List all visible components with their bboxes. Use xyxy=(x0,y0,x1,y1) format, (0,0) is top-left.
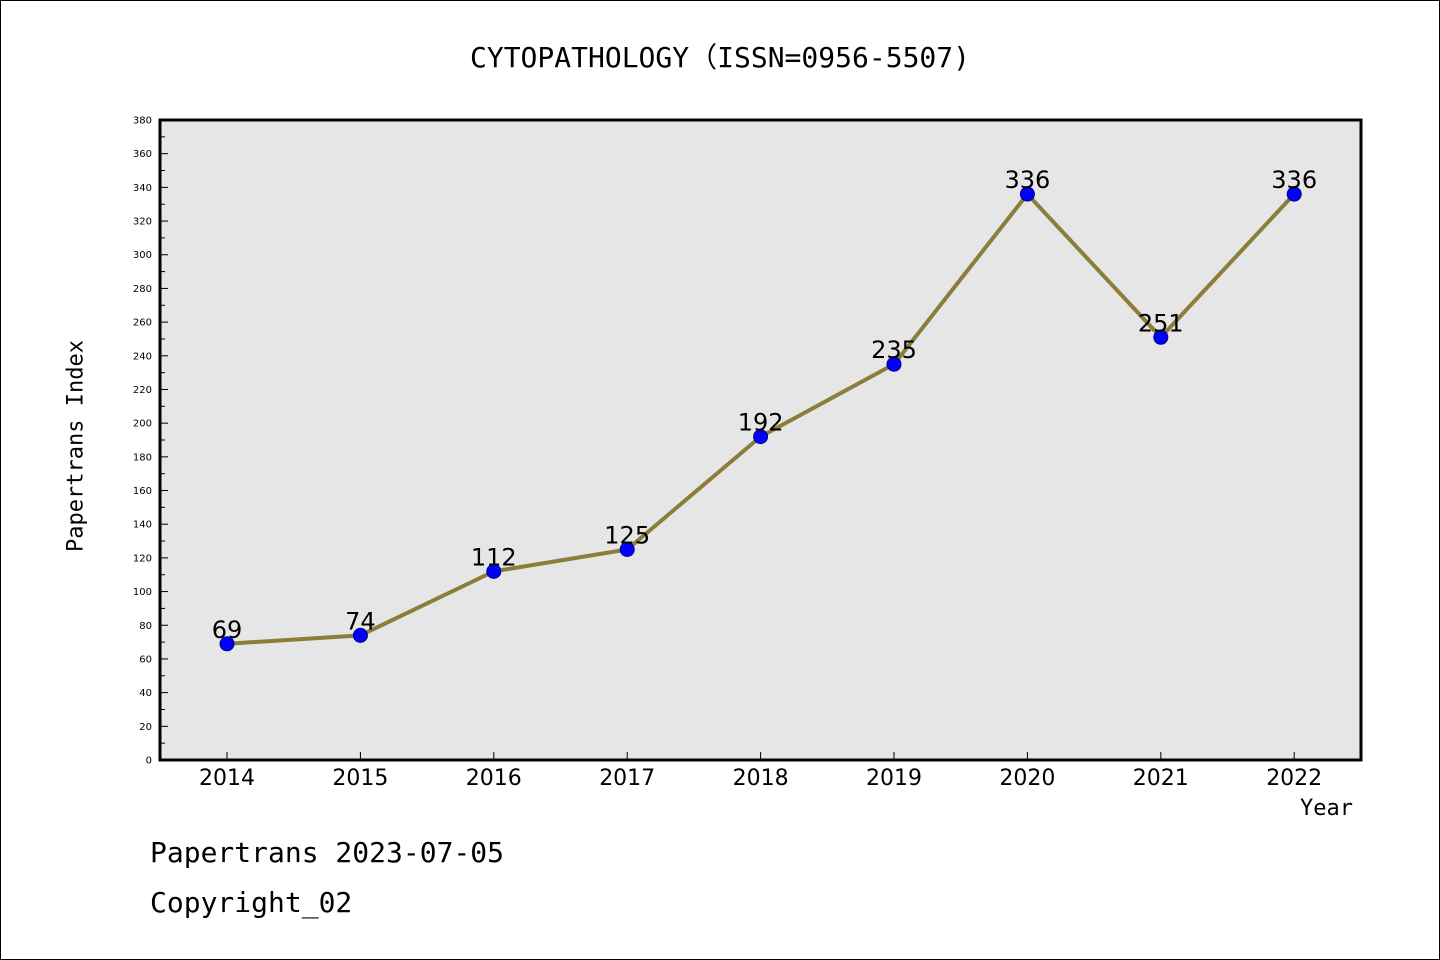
x-tick-label: 2021 xyxy=(1133,766,1189,791)
y-tick-label: 40 xyxy=(139,688,152,699)
y-tick-label: 60 xyxy=(139,654,152,665)
y-tick-label: 160 xyxy=(133,486,152,497)
data-label: 74 xyxy=(345,607,376,635)
y-tick-label: 280 xyxy=(133,284,152,295)
y-tick-label: 340 xyxy=(133,183,152,194)
x-tick-label: 2019 xyxy=(866,766,922,791)
y-tick-label: 20 xyxy=(139,722,152,733)
y-tick-label: 380 xyxy=(133,116,152,127)
data-label: 192 xyxy=(738,409,784,437)
plot-border xyxy=(158,118,1363,762)
data-point xyxy=(1153,329,1169,345)
data-point xyxy=(886,356,902,372)
x-tick-label: 2018 xyxy=(733,766,789,791)
y-tick-label: 200 xyxy=(133,419,152,430)
y-tick-label: 100 xyxy=(133,587,152,598)
data-label: 251 xyxy=(1138,309,1184,337)
data-point xyxy=(352,627,368,643)
footer-copyright: Copyright_02 xyxy=(150,886,353,919)
y-tick-label: 120 xyxy=(133,553,152,564)
x-tick-label: 2015 xyxy=(332,766,388,791)
data-point xyxy=(486,563,502,579)
x-tick-label: 2020 xyxy=(999,766,1055,791)
data-label: 336 xyxy=(1004,166,1050,194)
y-tick-label: 240 xyxy=(133,351,152,362)
data-label: 336 xyxy=(1271,166,1317,194)
y-tick-label: 220 xyxy=(133,385,152,396)
y-tick-label: 140 xyxy=(133,520,152,531)
y-tick-label: 360 xyxy=(133,149,152,160)
data-label: 125 xyxy=(604,521,650,549)
data-label: 235 xyxy=(871,336,917,364)
x-tick-label: 2014 xyxy=(199,766,255,791)
y-tick-label: 180 xyxy=(133,452,152,463)
data-point xyxy=(753,429,769,445)
y-tick-label: 300 xyxy=(133,250,152,261)
x-tick-label: 2022 xyxy=(1266,766,1322,791)
y-tick-label: 260 xyxy=(133,318,152,329)
x-axis-label: Year xyxy=(1300,796,1353,821)
chart-title: CYTOPATHOLOGY（ISSN=0956-5507) xyxy=(469,41,970,74)
footer-date: Papertrans 2023-07-05 xyxy=(150,836,505,869)
data-label: 69 xyxy=(212,616,243,644)
data-point xyxy=(619,541,635,557)
data-point xyxy=(1019,186,1035,202)
data-point xyxy=(219,636,235,652)
data-label: 112 xyxy=(471,543,517,571)
y-tick-label: 320 xyxy=(133,217,152,228)
y-tick-label: 0 xyxy=(146,756,152,767)
y-tick-label: 80 xyxy=(139,621,152,632)
x-tick-label: 2016 xyxy=(466,766,522,791)
x-tick-label: 2017 xyxy=(599,766,655,791)
data-point xyxy=(1286,186,1302,202)
